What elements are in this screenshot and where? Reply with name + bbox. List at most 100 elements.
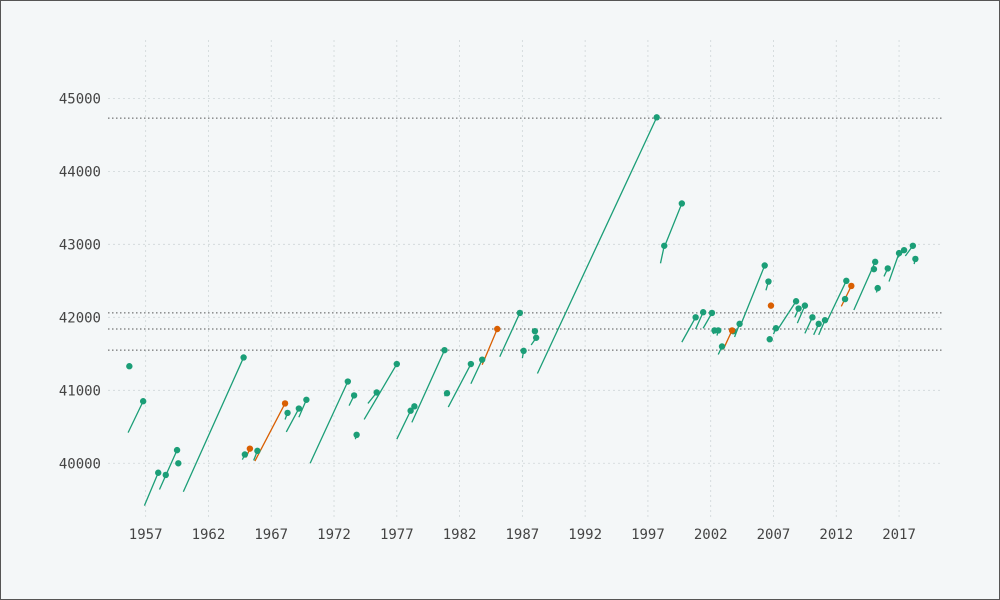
- trend-segment: [182, 357, 245, 492]
- data-point: [761, 262, 768, 269]
- data-point: [241, 451, 249, 458]
- data-points: [126, 114, 919, 479]
- trend-segment: [285, 408, 300, 433]
- grid-lines: [108, 40, 943, 518]
- x-tick-label: 2007: [757, 527, 791, 543]
- data-point: [792, 298, 800, 305]
- data-point: [715, 327, 722, 334]
- data-point: [815, 320, 822, 328]
- trend-segment: [309, 381, 349, 464]
- data-point: [661, 242, 668, 249]
- y-tick-label: 42000: [59, 310, 101, 326]
- data-point: [718, 343, 726, 350]
- data-point: [870, 265, 878, 273]
- data-point: [909, 242, 917, 249]
- y-tick-label: 40000: [59, 456, 101, 472]
- y-axis-ticks: 40000 41000 42000 43000 44000 45000: [59, 91, 101, 472]
- x-tick-label: 1997: [631, 527, 665, 543]
- data-point: [520, 347, 527, 355]
- x-tick-label: 2002: [694, 527, 728, 543]
- trend-segment: [663, 203, 683, 248]
- data-point: [467, 360, 475, 368]
- trend-segment: [411, 349, 446, 423]
- trend-segment: [681, 316, 697, 343]
- data-point: [767, 302, 775, 309]
- trend-segment: [127, 400, 144, 433]
- trend-segment: [740, 265, 766, 325]
- x-tick-label: 1982: [443, 527, 477, 543]
- data-point: [653, 114, 660, 121]
- data-point: [795, 305, 802, 312]
- y-tick-label: 45000: [59, 91, 101, 107]
- data-point: [765, 278, 772, 285]
- x-tick-label: 1972: [317, 527, 351, 543]
- data-point: [254, 447, 261, 455]
- x-tick-label: 1962: [192, 527, 226, 543]
- y-tick-label: 41000: [59, 383, 101, 399]
- data-point: [531, 327, 539, 335]
- data-point: [516, 309, 524, 317]
- x-tick-label: 1987: [506, 527, 540, 543]
- data-point: [874, 284, 881, 292]
- trend-segment: [536, 117, 658, 374]
- y-tick-label: 43000: [59, 237, 101, 253]
- trend-segment: [777, 300, 797, 329]
- trend-segment: [396, 410, 412, 440]
- data-point: [350, 392, 358, 399]
- data-point: [162, 471, 169, 479]
- data-point: [900, 246, 908, 254]
- data-point: [766, 336, 773, 343]
- data-point: [173, 446, 181, 454]
- data-point: [884, 265, 891, 272]
- data-point: [821, 317, 829, 324]
- data-point: [240, 354, 247, 361]
- trend-segment: [143, 472, 159, 506]
- x-tick-label: 1957: [129, 527, 163, 543]
- data-point: [801, 302, 809, 309]
- x-tick-label: 1967: [254, 527, 288, 543]
- data-point: [494, 325, 501, 333]
- data-point: [344, 378, 352, 385]
- data-point: [843, 277, 850, 285]
- data-point: [871, 258, 879, 266]
- data-point: [373, 389, 380, 396]
- x-tick-label: 1992: [568, 527, 602, 543]
- data-point: [478, 356, 486, 363]
- data-point: [441, 346, 448, 354]
- data-point: [284, 409, 291, 417]
- data-point: [175, 460, 182, 467]
- data-point: [411, 403, 418, 410]
- data-point: [246, 445, 254, 452]
- data-point: [728, 327, 736, 334]
- data-point: [895, 249, 903, 257]
- data-point: [772, 325, 780, 332]
- data-point: [692, 314, 699, 321]
- data-point: [699, 309, 707, 316]
- y-tick-label: 44000: [59, 164, 101, 180]
- data-point: [443, 390, 451, 397]
- data-point: [281, 400, 289, 407]
- data-point: [841, 295, 849, 303]
- data-point: [809, 314, 816, 321]
- trend-segment: [447, 363, 472, 408]
- x-tick-label: 2012: [819, 527, 853, 543]
- data-point: [912, 255, 919, 263]
- trend-segment: [826, 280, 847, 321]
- x-axis-ticks: 1957 1962 1967 1972 1977 1982 1987 1992 1997 2002…: [129, 527, 916, 543]
- data-point: [139, 398, 147, 405]
- x-tick-label: 1977: [380, 527, 414, 543]
- data-point: [708, 309, 716, 317]
- data-point: [407, 407, 414, 414]
- data-point: [126, 363, 133, 370]
- trend-segment: [499, 312, 521, 357]
- data-point: [155, 469, 162, 476]
- x-tick-label: 2017: [882, 527, 916, 543]
- data-point: [532, 334, 540, 341]
- trend-segment: [888, 252, 900, 282]
- data-point: [848, 282, 855, 290]
- trend-segment: [363, 363, 398, 420]
- reference-lines: [108, 117, 943, 351]
- trend-segment: [470, 359, 483, 384]
